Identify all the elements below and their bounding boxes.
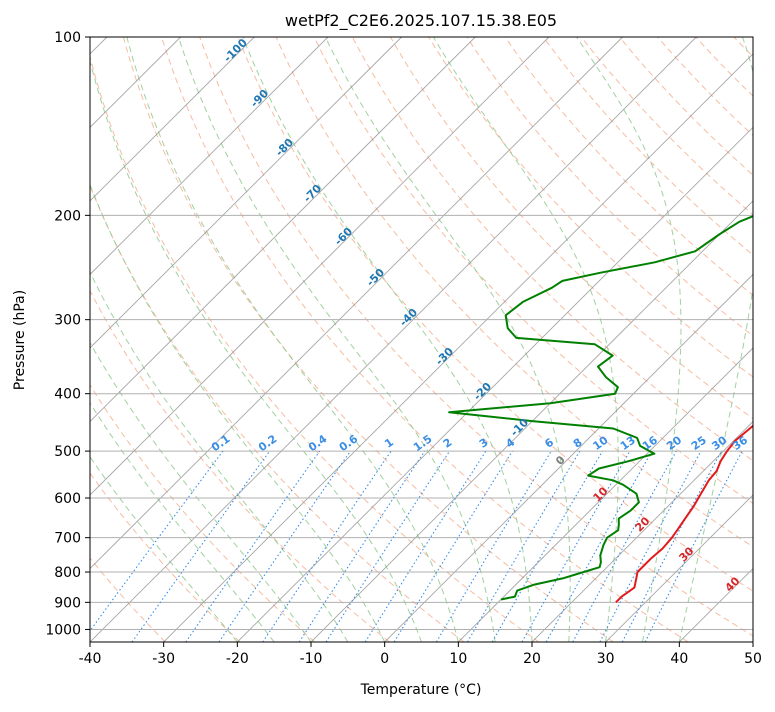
y-tick-label: 300 xyxy=(54,313,81,329)
x-tick-label: 10 xyxy=(449,651,467,667)
x-tick-label: -10 xyxy=(300,651,323,667)
x-tick-label: 30 xyxy=(597,651,615,667)
y-tick-label: 200 xyxy=(54,208,81,224)
x-tick-label: -20 xyxy=(226,651,249,667)
y-axis-title: Pressure (hPa) xyxy=(12,290,28,390)
y-tick-label: 700 xyxy=(54,531,81,547)
y-tick-label: 1000 xyxy=(45,622,81,638)
x-tick-label: 20 xyxy=(523,651,541,667)
y-tick-label: 500 xyxy=(54,444,81,460)
x-tick-label: 40 xyxy=(670,651,688,667)
y-tick-label: 900 xyxy=(54,595,81,611)
y-tick-label: 100 xyxy=(54,30,81,46)
chart-title: wetPf2_C2E6.2025.107.15.38.E05 xyxy=(285,11,557,31)
x-axis-title: Temperature (°C) xyxy=(360,682,482,698)
y-tick-label: 600 xyxy=(54,491,81,507)
x-tick-label: -40 xyxy=(79,651,102,667)
y-tick-label: 400 xyxy=(54,387,81,403)
y-tick-label: 800 xyxy=(54,565,81,581)
x-tick-label: -30 xyxy=(152,651,175,667)
x-tick-label: 50 xyxy=(744,651,762,667)
x-tick-label: 0 xyxy=(380,651,389,667)
